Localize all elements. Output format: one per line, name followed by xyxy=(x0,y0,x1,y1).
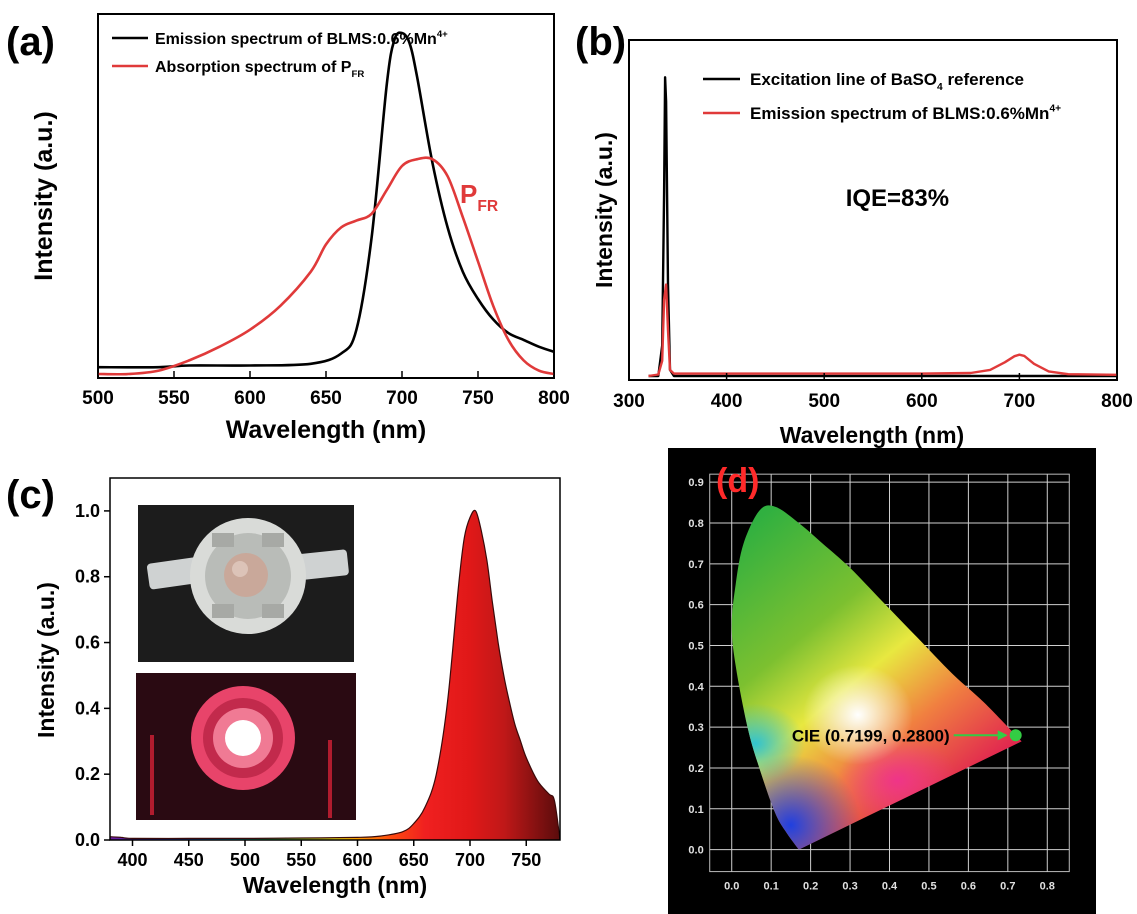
plot-a-series-emission xyxy=(97,31,555,369)
plot-b-xlabel: Wavelength (nm) xyxy=(780,422,964,448)
plot-c-ylabel: Intensity (a.u.) xyxy=(33,582,59,738)
panel-a-label: (a) xyxy=(6,20,55,64)
plot-a-x-tick-label: 800 xyxy=(538,388,570,409)
plot-a-series xyxy=(97,31,555,376)
panel-c-label: (c) xyxy=(6,473,55,517)
plot-a-x-tick-label: 700 xyxy=(386,388,418,409)
plot-b-legend-entry: Excitation line of BaSO4 reference xyxy=(750,70,1024,93)
plot-c-y-ticks: 0.0 0.2 0.4 0.6 0.8 1.0 xyxy=(75,501,110,850)
plot-c-y-tick-label: 0.6 xyxy=(75,633,100,653)
panel-b: (b) 300 400 500 600 700 800 Excitation line o… xyxy=(575,20,1133,448)
plot-a-x-tick-label: 550 xyxy=(158,388,190,409)
plot-c-x-tick-label: 400 xyxy=(117,850,147,870)
plot-d-x-tick-label: 0.4 xyxy=(882,881,898,893)
plot-d-y-tick-label: 0.2 xyxy=(688,763,703,775)
plot-d-y-tick-label: 0.1 xyxy=(688,804,703,816)
plot-c-line xyxy=(110,509,560,840)
plot-c-x-tick-label: 600 xyxy=(342,850,372,870)
plot-c-y-tick-label: 0.4 xyxy=(75,698,100,718)
plot-d-y-tick-label: 0.0 xyxy=(688,845,703,857)
plot-c-y-tick-label: 0.2 xyxy=(75,764,100,784)
plot-d-y-tick-label: 0.9 xyxy=(688,477,703,489)
plot-d-arrow-head xyxy=(997,730,1008,741)
plot-c-x-tick-label: 450 xyxy=(174,850,204,870)
plot-d-x-tick-label: 0.5 xyxy=(921,881,936,893)
plot-b-legend: Excitation line of BaSO4 reference Emissi… xyxy=(703,70,1061,123)
plot-d-locus-white xyxy=(802,664,913,765)
plot-b-x-tick-label: 500 xyxy=(808,391,840,412)
plot-b-series-emission xyxy=(648,283,1118,378)
panel-a: (a) 500 550 600 650 700 750 800 Emission spect… xyxy=(6,13,570,444)
plot-d-x-tick-label: 0.2 xyxy=(803,881,818,893)
plot-d-y-tick-label: 0.7 xyxy=(688,559,703,571)
plot-a-x-tick-label: 750 xyxy=(462,388,494,409)
plot-d-ticks: 0.0 0.1 0.2 0.3 0.4 0.5 0.6 0.7 0.8 0.0 0.1 0.2 0.3 0… xyxy=(688,477,1055,892)
inset-photo-led-on xyxy=(136,673,356,820)
panel-b-label: (b) xyxy=(575,20,626,64)
inset-photo-led-off xyxy=(138,505,354,662)
plot-a-legend-entry: Emission spectrum of BLMS:0.6%Mn4+ xyxy=(155,29,448,48)
plot-b-frame xyxy=(628,39,1118,381)
plot-a-x-tick-label: 500 xyxy=(82,388,114,409)
plot-b-x-tick-label: 400 xyxy=(711,391,743,412)
plot-d-cie-point xyxy=(1009,729,1022,742)
plot-d-cie-label: CIE (0.7199, 0.2800) xyxy=(792,726,950,745)
plot-d-locus-cyan xyxy=(731,703,806,784)
panel-c: (c) 400 450 500 550 600 650 700 750 0.00.20.40.… xyxy=(6,473,561,898)
plot-c-y-tick-label: 0.0 xyxy=(75,830,100,850)
plot-a-ylabel: Intensity (a.u.) xyxy=(30,111,58,280)
plot-d-y-tick-label: 0.8 xyxy=(688,518,703,530)
plot-a-legend: Emission spectrum of BLMS:0.6%Mn4+ Absorp… xyxy=(112,29,448,80)
panel-d: 0.0 0.1 0.2 0.3 0.4 0.5 0.6 0.7 0.8 0.0 0.1 0.2 0.3 0… xyxy=(668,448,1096,914)
plot-c-y-tick-label: 0.8 xyxy=(75,567,100,587)
plot-d-x-tick-label: 0.6 xyxy=(961,881,976,893)
plot-b-x-ticks: 300 400 500 600 700 800 xyxy=(613,373,1133,412)
plot-c-x-tick-label: 550 xyxy=(286,850,316,870)
plot-a-x-tick-label: 650 xyxy=(310,388,342,409)
plot-c-x-tick-label: 750 xyxy=(511,850,541,870)
plot-b-annotation: IQE=83% xyxy=(846,185,949,212)
plot-d-x-tick-label: 0.8 xyxy=(1040,881,1055,893)
plot-c-x-tick-label: 700 xyxy=(455,850,485,870)
plot-d-x-tick-label: 0.3 xyxy=(842,881,857,893)
plot-d-x-tick-label: 0.1 xyxy=(764,881,779,893)
plot-c-area-fill xyxy=(110,510,560,840)
plot-b-ylabel: Intensity (a.u.) xyxy=(591,132,617,288)
plot-a-xlabel: Wavelength (nm) xyxy=(226,416,426,444)
plot-d-y-tick-label: 0.3 xyxy=(688,722,703,734)
plot-b-x-tick-label: 300 xyxy=(613,391,645,412)
plot-a-legend-entry: Absorption spectrum of PFR xyxy=(155,59,364,80)
plot-b-legend-entry: Emission spectrum of BLMS:0.6%Mn4+ xyxy=(750,103,1061,123)
plot-b-x-tick-label: 700 xyxy=(1004,391,1036,412)
plot-c-y-tick-label: 1.0 xyxy=(75,501,100,521)
plot-a-x-ticks: 500 550 600 650 700 750 800 xyxy=(82,371,570,409)
plot-d-y-tick-label: 0.5 xyxy=(688,640,703,652)
plot-c-x-tick-label: 500 xyxy=(230,850,260,870)
plot-c-spectrum-area xyxy=(110,509,560,840)
plot-a-annotation-pfr: PFR xyxy=(460,179,498,215)
plot-a-series-absorption xyxy=(97,156,555,376)
plot-d-x-tick-label: 0.7 xyxy=(1000,881,1015,893)
plot-b-x-tick-label: 800 xyxy=(1101,391,1133,412)
plot-d-x-tick-label: 0.0 xyxy=(724,881,739,893)
plot-c-x-tick-label: 650 xyxy=(399,850,429,870)
plot-d-annotation: CIE (0.7199, 0.2800) xyxy=(792,726,1022,745)
plot-c-frame xyxy=(109,477,561,841)
plot-a-annotation: PFR xyxy=(460,179,498,215)
plot-d-y-tick-label: 0.4 xyxy=(688,681,704,693)
plot-c-xlabel: Wavelength (nm) xyxy=(243,872,427,898)
plot-d-y-tick-label: 0.6 xyxy=(688,600,703,612)
panel-d-label: (d) xyxy=(716,462,759,500)
plot-c-x-ticks: 400 450 500 550 600 650 700 750 xyxy=(117,840,541,870)
plot-a-x-tick-label: 600 xyxy=(234,388,266,409)
plot-b-x-tick-label: 600 xyxy=(906,391,938,412)
